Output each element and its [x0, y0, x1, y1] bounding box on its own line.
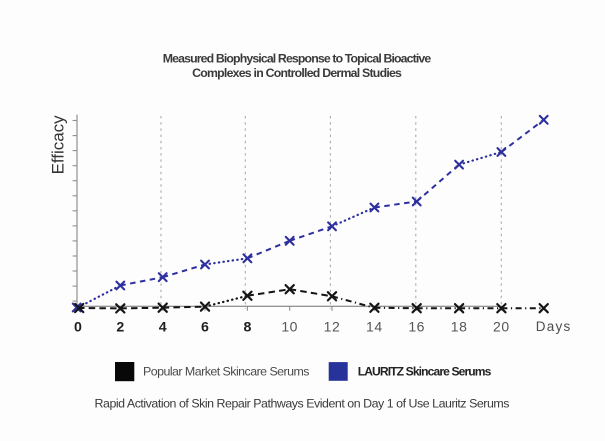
- svg-text:Efficacy: Efficacy: [49, 115, 68, 174]
- svg-text:6: 6: [201, 320, 209, 336]
- svg-text:4: 4: [159, 320, 167, 336]
- svg-text:Popular Market Skincare Serums: Popular Market Skincare Serums: [143, 364, 310, 378]
- svg-text:8: 8: [243, 320, 251, 336]
- svg-text:LAURITZ Skincare Serums: LAURITZ Skincare Serums: [358, 365, 492, 379]
- svg-text:Days: Days: [536, 319, 571, 334]
- svg-text:Measured Biophysical Response: Measured Biophysical Response to Topical…: [163, 52, 432, 66]
- svg-text:0: 0: [74, 320, 82, 336]
- svg-text:10: 10: [281, 319, 298, 335]
- svg-text:2: 2: [116, 320, 124, 336]
- svg-text:Complexes in Controlled Dermal: Complexes in Controlled Dermal Studies: [192, 66, 402, 80]
- svg-text:16: 16: [408, 319, 425, 335]
- svg-text:14: 14: [366, 319, 383, 335]
- svg-text:Rapid Activation of Skin Repai: Rapid Activation of Skin Repair Pathways…: [95, 396, 510, 410]
- svg-text:12: 12: [324, 319, 341, 335]
- svg-text:20: 20: [493, 319, 510, 335]
- svg-text:18: 18: [451, 319, 468, 335]
